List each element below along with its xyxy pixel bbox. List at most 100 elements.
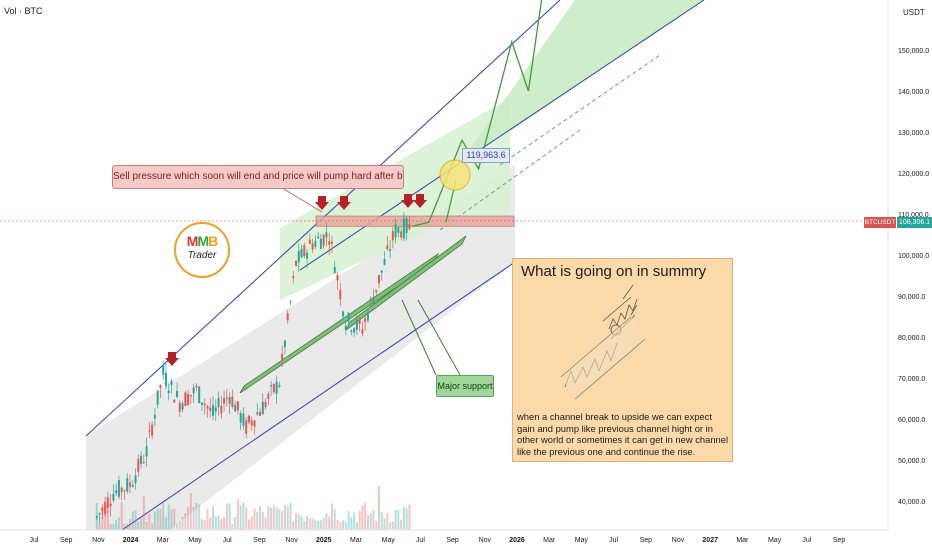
- volume-bar: [217, 515, 220, 530]
- volume-bar: [234, 517, 237, 530]
- price-tick-label: 50,000.0: [898, 458, 925, 465]
- candle: [375, 289, 378, 293]
- support-pointer: [401, 299, 437, 376]
- volume-bar: [319, 520, 322, 530]
- time-tick-label: Jul: [416, 537, 425, 544]
- candle: [134, 475, 137, 483]
- candle: [405, 218, 408, 233]
- candle: [140, 455, 143, 464]
- price-tick-label: 150,000.0: [898, 48, 929, 55]
- time-tick-label: Mar: [157, 537, 170, 544]
- breakout-target-circle[interactable]: [439, 159, 471, 191]
- volume-bar: [120, 502, 123, 530]
- time-tick-label: Nov: [92, 537, 105, 544]
- volume-bar: [322, 517, 325, 530]
- candle: [120, 487, 123, 493]
- volume-bar: [159, 508, 162, 530]
- volume-bar: [206, 509, 209, 530]
- volume-bar: [361, 505, 364, 530]
- volume-bar: [142, 495, 145, 530]
- candle: [145, 446, 148, 457]
- volume-bar: [98, 523, 101, 530]
- time-tick-label: Nov: [672, 537, 685, 544]
- volume-bar: [405, 508, 408, 530]
- volume-bar: [355, 522, 358, 530]
- time-tick-label: Sep: [833, 537, 846, 544]
- volume-bar: [106, 509, 109, 530]
- volume-bars: [95, 485, 411, 530]
- volume-bar: [151, 523, 154, 530]
- candle: [314, 240, 317, 247]
- volume-bar: [402, 506, 405, 530]
- candle: [344, 325, 347, 330]
- channel-lower-line[interactable]: [100, 261, 516, 545]
- price-tick-label: 60,000.0: [898, 417, 925, 424]
- last-price-badge: 108,306.1: [897, 217, 932, 228]
- volume-bar: [156, 508, 159, 530]
- candle: [236, 401, 239, 411]
- candle: [151, 424, 154, 436]
- candle: [261, 402, 264, 415]
- volume-bar: [306, 516, 309, 530]
- candle: [372, 296, 375, 305]
- candle: [286, 313, 289, 321]
- volume-bar: [239, 505, 242, 530]
- volume-bar: [264, 517, 267, 530]
- time-tick-label: May: [575, 537, 589, 544]
- projection-path[interactable]: [412, 0, 545, 227]
- volume-bar: [214, 516, 217, 530]
- candle: [126, 478, 129, 492]
- volume-bar: [117, 517, 120, 530]
- price-tick-label: 90,000.0: [898, 294, 925, 301]
- candle: [253, 420, 256, 427]
- time-tick-label: 2027: [702, 537, 718, 544]
- candle: [328, 241, 331, 245]
- time-tick-label: Sep: [60, 537, 73, 544]
- volume-label: Vol · BTC: [4, 6, 43, 16]
- volume-bar: [259, 506, 262, 530]
- summary-box[interactable]: What is going on in summry when a channe…: [512, 258, 733, 462]
- volume-bar: [256, 511, 259, 530]
- major-support-callout[interactable]: Major support: [436, 375, 494, 397]
- volume-bar: [275, 507, 278, 530]
- candle: [311, 243, 314, 250]
- volume-bar: [286, 506, 289, 530]
- volume-bar: [236, 499, 239, 530]
- volume-bar: [261, 511, 264, 530]
- candle: [264, 401, 267, 408]
- volume-bar: [250, 516, 253, 530]
- candle: [389, 249, 392, 251]
- candle: [380, 270, 383, 273]
- support-bar-lower[interactable]: [239, 252, 440, 394]
- candle: [101, 507, 104, 512]
- volume-bar: [383, 518, 386, 530]
- time-tick-label: May: [768, 537, 782, 544]
- candle: [339, 289, 342, 300]
- candle: [278, 385, 281, 387]
- candles[interactable]: [95, 212, 411, 524]
- candle: [325, 232, 328, 238]
- candle: [247, 415, 250, 423]
- volume-bar: [267, 506, 270, 530]
- candle: [109, 503, 112, 507]
- volume-bar: [223, 517, 226, 530]
- volume-bar: [189, 493, 192, 530]
- volume-bar: [380, 512, 383, 530]
- currency-label: USDT: [903, 8, 925, 17]
- sell-pressure-callout[interactable]: Sell pressure which soon will end and pr…: [112, 165, 404, 189]
- volume-bar: [184, 512, 187, 530]
- forecast-midline: [499, 54, 661, 166]
- volume-bar: [228, 503, 231, 530]
- candle: [383, 259, 386, 265]
- summary-line: other world or sometimes it can get in n…: [517, 434, 729, 445]
- volume-bar: [375, 520, 378, 530]
- time-tick-label: Mar: [543, 537, 556, 544]
- volume-bar: [200, 518, 203, 530]
- candle: [355, 319, 358, 330]
- volume-bar: [115, 519, 118, 530]
- candle: [378, 274, 380, 284]
- candle: [167, 390, 170, 394]
- candle: [317, 236, 320, 239]
